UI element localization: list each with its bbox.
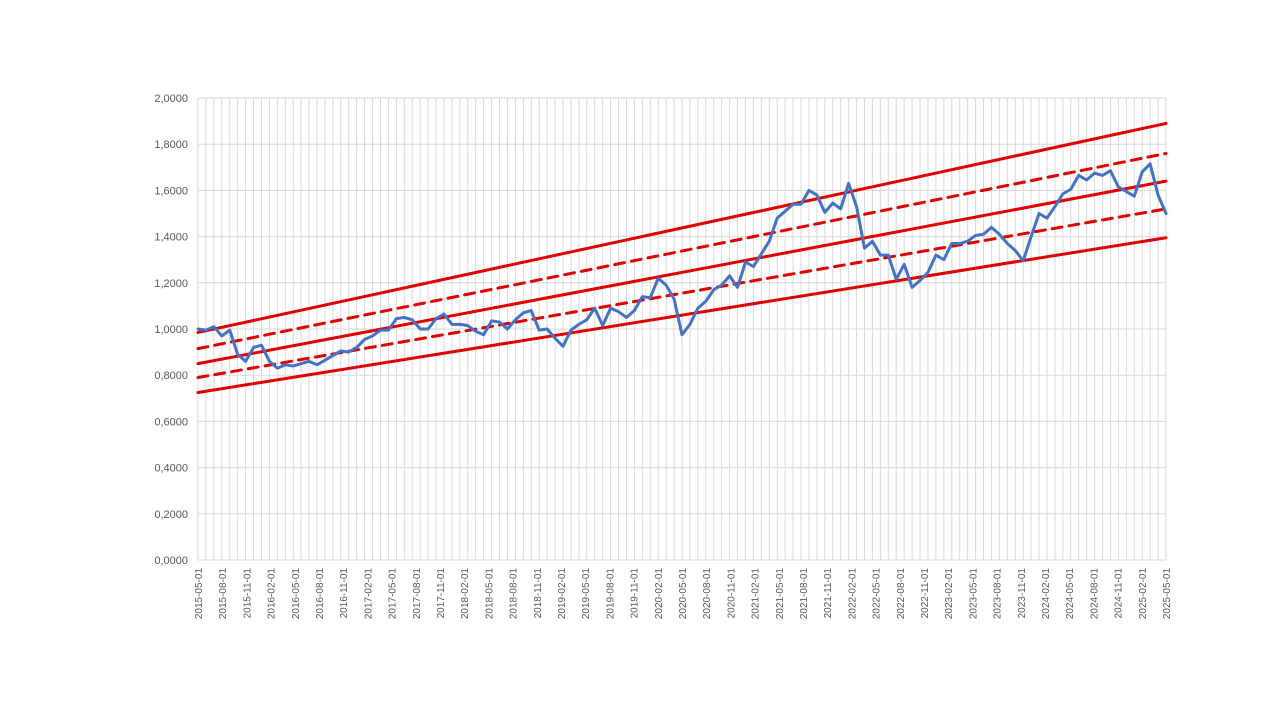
- x-tick-label: 2020-02-01: [654, 568, 665, 620]
- x-tick-label: 2018-05-01: [484, 568, 495, 620]
- x-tick-label: 2018-02-01: [460, 568, 471, 620]
- x-tick-label: 2015-05-01: [194, 568, 205, 620]
- y-tick-label: 1,0000: [154, 324, 188, 336]
- x-tick-label: 2019-08-01: [605, 568, 616, 620]
- x-axis-ticks: 2015-05-01 2015-08-01 2015-11-01 2016-02-01…: [194, 568, 1173, 620]
- x-tick-label: 2024-02-01: [1041, 568, 1052, 620]
- x-tick-label: 2017-11-01: [436, 568, 447, 619]
- y-tick-label: 0,2000: [154, 509, 188, 521]
- x-tick-label: 2022-02-01: [847, 568, 858, 620]
- x-tick-label: 2019-02-01: [557, 568, 568, 620]
- x-tick-label: 2018-11-01: [533, 568, 544, 619]
- x-tick-label: 2017-08-01: [412, 568, 423, 620]
- x-tick-label: 2023-02-01: [944, 568, 955, 620]
- x-tick-label: 2024-05-01: [1065, 568, 1076, 620]
- x-tick-label: 2023-11-01: [1017, 568, 1028, 619]
- x-tick-label: 2021-08-01: [799, 568, 810, 620]
- x-tick-label: 2021-05-01: [775, 568, 786, 620]
- x-tick-label: 2020-11-01: [726, 568, 737, 619]
- x-tick-label: 2023-08-01: [993, 568, 1004, 620]
- x-tick-label: 2017-02-01: [363, 568, 374, 620]
- x-tick-label: 2015-08-01: [218, 568, 229, 620]
- x-tick-label: 2016-11-01: [339, 568, 350, 619]
- x-tick-label: 2017-05-01: [388, 568, 399, 620]
- x-tick-label: 2018-08-01: [509, 568, 520, 620]
- x-tick-label: 2015-11-01: [242, 568, 253, 619]
- y-tick-label: 0,6000: [154, 416, 188, 428]
- x-tick-label: 2022-08-01: [896, 568, 907, 620]
- x-tick-label: 2024-11-01: [1114, 568, 1125, 619]
- y-tick-label: 0,0000: [154, 555, 188, 567]
- x-tick-label: 2025-02-01: [1138, 568, 1149, 620]
- x-tick-label: 2024-08-01: [1089, 568, 1100, 620]
- x-tick-label: 2016-08-01: [315, 568, 326, 620]
- x-tick-label: 2022-11-01: [920, 568, 931, 619]
- x-tick-label: 2016-05-01: [291, 568, 302, 620]
- x-tick-label: 2021-11-01: [823, 568, 834, 619]
- x-tick-label: 2025-05-01: [1162, 568, 1173, 620]
- y-tick-label: 1,6000: [154, 185, 188, 197]
- y-axis-ticks: 0,0000 0,2000 0,4000 0,6000 0,8000 1,0000 1,20…: [154, 93, 188, 567]
- x-tick-label: 2023-05-01: [968, 568, 979, 620]
- x-tick-label: 2022-05-01: [872, 568, 883, 620]
- y-tick-label: 1,4000: [154, 232, 188, 244]
- y-tick-label: 1,2000: [154, 278, 188, 290]
- y-tick-label: 1,8000: [154, 139, 188, 151]
- x-tick-label: 2020-05-01: [678, 568, 689, 620]
- y-tick-label: 2,0000: [154, 93, 188, 105]
- x-tick-label: 2019-05-01: [581, 568, 592, 620]
- y-tick-label: 0,4000: [154, 463, 188, 475]
- y-tick-label: 0,8000: [154, 370, 188, 382]
- x-tick-label: 2019-11-01: [630, 568, 641, 619]
- x-tick-label: 2021-02-01: [751, 568, 762, 620]
- x-tick-label: 2016-02-01: [267, 568, 278, 620]
- x-tick-label: 2020-08-01: [702, 568, 713, 620]
